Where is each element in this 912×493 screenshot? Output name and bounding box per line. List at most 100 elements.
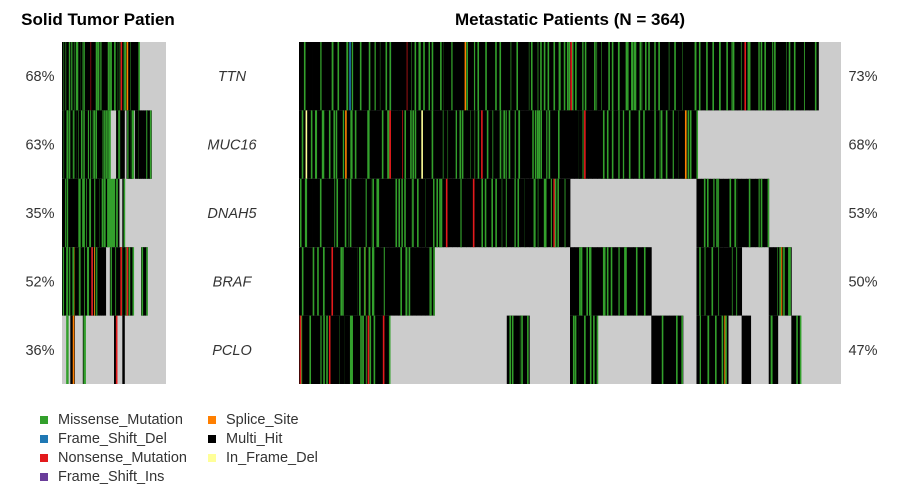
variant-stripe — [76, 42, 79, 111]
variant-stripe — [676, 315, 678, 384]
mutation-cell — [574, 247, 580, 316]
variant-stripe — [120, 42, 123, 111]
mutation-cell — [134, 42, 138, 111]
mutation-cell — [628, 110, 634, 179]
variant-stripe — [540, 42, 542, 111]
mutation-cell — [68, 178, 71, 248]
mutation-cell — [768, 247, 774, 316]
variant-stripe — [477, 110, 480, 179]
variant-stripe — [320, 42, 322, 111]
variant-stripe — [83, 42, 85, 111]
mutation-cell — [122, 110, 125, 179]
variant-stripe — [460, 178, 463, 248]
variant-stripe — [704, 247, 707, 316]
variant-stripe — [376, 178, 379, 248]
mutation-cell — [651, 315, 657, 384]
legend-item: Splice_Site — [208, 410, 348, 429]
variant-stripe — [389, 42, 392, 111]
variant-stripe — [570, 42, 572, 111]
mutation-cell — [461, 178, 467, 248]
mutation-cell — [565, 178, 571, 248]
mutation-cell — [768, 42, 774, 111]
mutation-cell — [80, 42, 84, 111]
variant-stripe — [699, 247, 701, 316]
mutation-cell — [619, 110, 625, 179]
variant-stripe — [326, 315, 328, 384]
variant-stripe — [110, 247, 113, 316]
variant-stripe — [660, 110, 663, 179]
mutation-cell — [425, 178, 431, 248]
variant-stripe — [608, 42, 610, 111]
frequency-label: 68% — [848, 138, 877, 154]
mutation-cell — [669, 42, 675, 111]
mutation-cell — [511, 42, 517, 111]
mutation-cell — [122, 315, 125, 384]
variant-stripe — [350, 110, 352, 179]
mutation-cell — [384, 42, 390, 111]
mutation-cell — [597, 110, 603, 179]
variant-stripe — [617, 42, 620, 111]
mutation-cell — [420, 178, 426, 248]
mutation-cell — [76, 110, 80, 179]
mutation-cell — [642, 42, 648, 111]
variant-stripe — [109, 110, 111, 179]
mutation-cell — [429, 178, 435, 248]
mutation-cell — [362, 315, 368, 384]
mutation-cell — [99, 247, 102, 316]
mutation-cell — [506, 315, 512, 384]
mutation-cell — [70, 110, 73, 179]
gene-label: BRAF — [213, 274, 253, 290]
variant-stripe — [440, 178, 443, 248]
variant-stripe — [575, 42, 577, 111]
variant-stripe — [589, 247, 591, 316]
mutation-cell — [398, 42, 404, 111]
variant-stripe — [405, 247, 408, 316]
variant-stripe — [580, 247, 583, 316]
gene-label: DNAH5 — [207, 206, 257, 222]
variant-stripe — [534, 110, 537, 179]
mutation-cell — [610, 247, 616, 316]
variant-stripe — [131, 110, 134, 179]
mutation-cell — [66, 42, 69, 111]
mutation-cell — [588, 110, 593, 179]
mutation-cell — [615, 247, 621, 316]
variant-stripe — [455, 110, 458, 179]
variant-stripe — [114, 42, 116, 111]
mutation-cell — [732, 247, 738, 316]
variant-stripe — [93, 110, 96, 179]
legend-label: Nonsense_Mutation — [58, 449, 187, 466]
variant-stripe — [342, 247, 344, 316]
mutation-cell — [78, 178, 82, 248]
mutation-cell — [402, 247, 408, 316]
variant-stripe — [365, 178, 368, 248]
mutation-cell — [326, 42, 332, 111]
variant-stripe — [661, 315, 664, 384]
mutation-cell — [700, 178, 706, 248]
mutation-cell — [70, 178, 73, 248]
mutation-cell — [407, 178, 413, 248]
legend-swatch — [40, 434, 48, 443]
mutation-cell — [70, 315, 73, 384]
variant-stripe — [715, 315, 717, 384]
variant-stripe — [611, 42, 614, 111]
mutation-cell — [111, 178, 115, 248]
variant-stripe — [544, 178, 547, 248]
frequency-label: 63% — [25, 138, 54, 154]
mutation-cell — [72, 42, 75, 111]
mutation-cell — [147, 110, 150, 179]
frequency-label: 35% — [25, 206, 54, 222]
variant-stripe — [367, 315, 370, 384]
variant-stripe — [418, 42, 421, 111]
variant-stripe — [66, 110, 69, 179]
mutation-cell — [705, 42, 711, 111]
variant-stripe — [681, 315, 683, 384]
mutation-cell — [520, 42, 526, 111]
mutation-cell — [560, 42, 566, 111]
legend-label: Splice_Site — [226, 411, 299, 428]
mutation-cell — [136, 110, 140, 179]
variant-stripe — [509, 315, 512, 384]
variant-stripe — [303, 42, 306, 111]
mutation-cell — [547, 42, 553, 111]
variant-stripe — [643, 247, 646, 316]
mutation-cell — [107, 178, 111, 248]
